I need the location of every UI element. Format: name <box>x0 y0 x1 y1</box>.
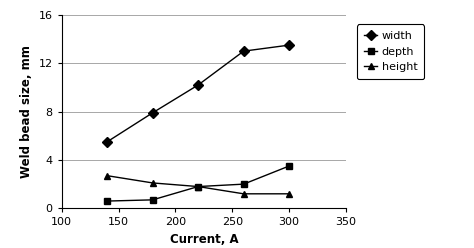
Line: depth: depth <box>104 162 292 205</box>
depth <box>286 164 292 167</box>
width <box>286 44 292 47</box>
depth <box>241 183 246 186</box>
Line: height: height <box>104 172 292 197</box>
width <box>195 84 201 87</box>
height <box>241 192 246 195</box>
height <box>286 192 292 195</box>
width <box>241 50 246 53</box>
depth <box>104 200 110 203</box>
Y-axis label: Weld bead size, mm: Weld bead size, mm <box>20 45 33 178</box>
X-axis label: Current, A: Current, A <box>170 233 238 246</box>
height <box>104 174 110 177</box>
height <box>150 182 155 185</box>
width <box>150 111 155 114</box>
width <box>104 140 110 143</box>
depth <box>195 185 201 188</box>
Line: width: width <box>104 42 292 145</box>
Legend: width, depth, height: width, depth, height <box>357 24 424 79</box>
depth <box>150 198 155 201</box>
height <box>195 185 201 188</box>
